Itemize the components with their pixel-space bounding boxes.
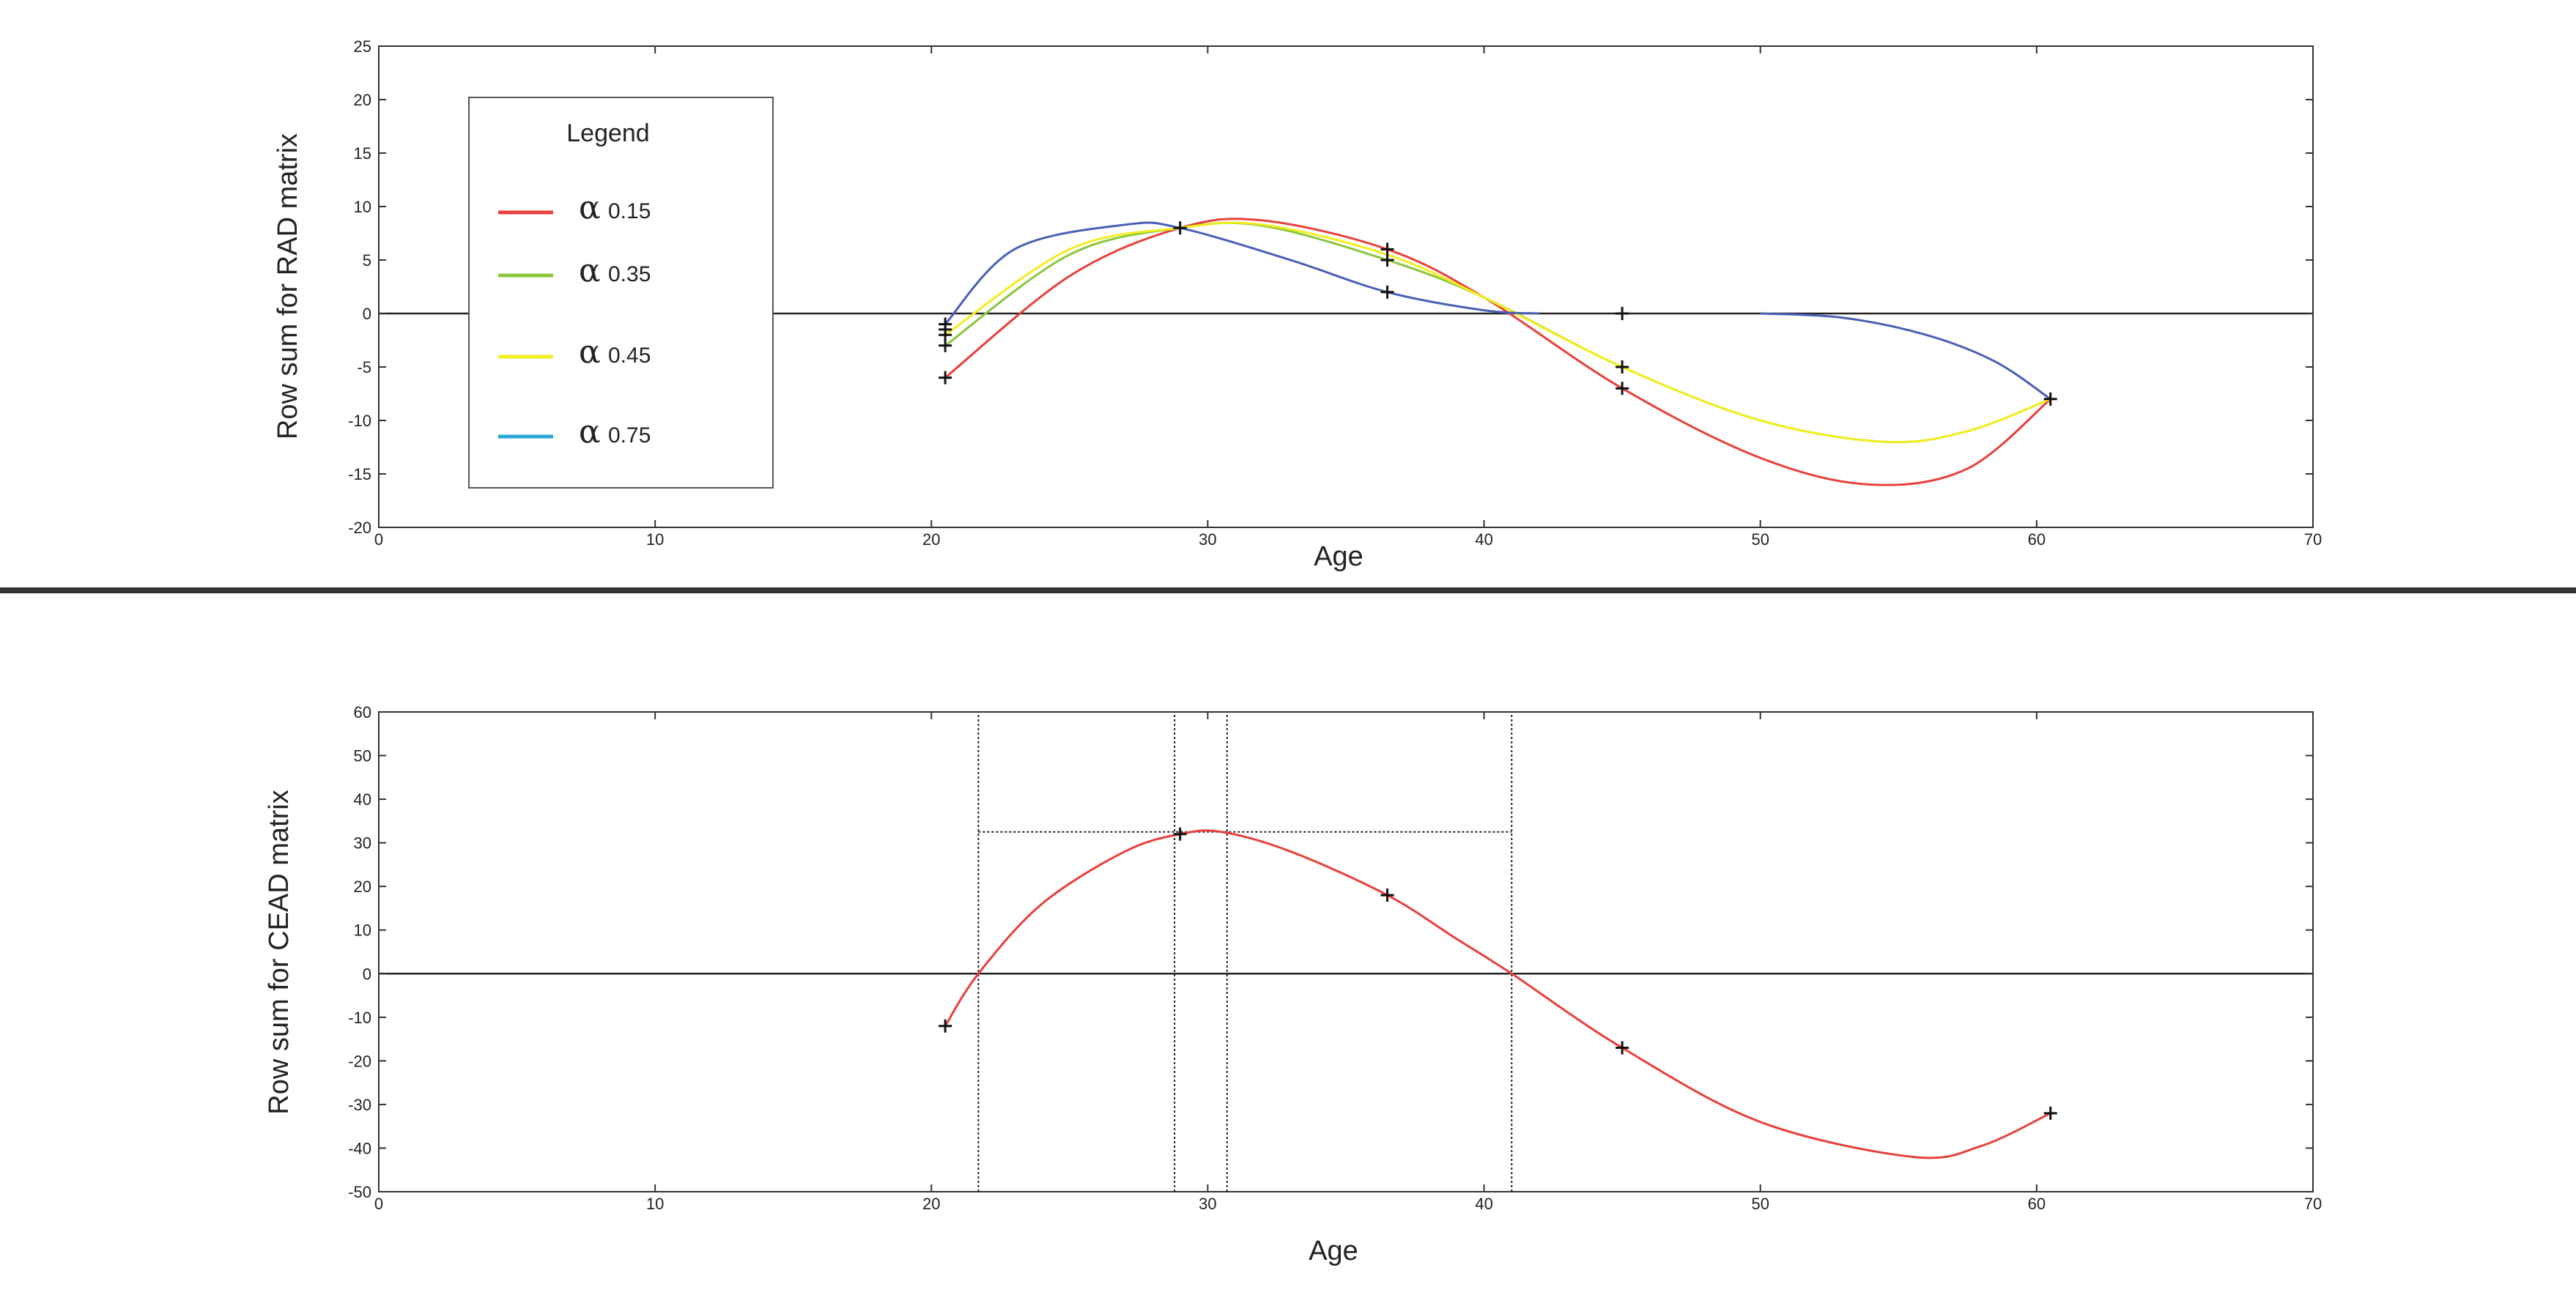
- data-point-marker: [1380, 253, 1394, 267]
- x-tick-label: 20: [922, 1195, 940, 1213]
- data-point-marker: [1615, 307, 1629, 320]
- x-tick-label: 20: [922, 530, 940, 549]
- x-tick-label: 0: [374, 1195, 383, 1213]
- rad-chart: 0 10 20 30 40 50 60 70 -20 -15 -10 -5 0 5 10 15 20 25 Age…: [273, 37, 2322, 572]
- legend-symbol-0: α: [579, 189, 601, 226]
- data-point-marker: [1380, 285, 1394, 299]
- cead-ticks: 0 10 20 30 40 50 60 70 -50 -40 -30 -20 -10 0 10 20 30 40 5…: [348, 703, 2322, 1213]
- y-tick-label: 40: [354, 790, 371, 809]
- y-tick-label: 60: [354, 703, 371, 721]
- series-line-0: [944, 218, 2051, 486]
- legend-label-3: 0.75: [608, 423, 651, 448]
- x-tick-label: 40: [1475, 530, 1492, 549]
- cead-series: [944, 829, 2051, 1159]
- y-tick-label: -50: [348, 1183, 371, 1201]
- x-tick-label: 0: [374, 530, 383, 549]
- cead-chart: 0 10 20 30 40 50 60 70 -50 -40 -30 -20 -10 0 10 20 30 40 5…: [264, 703, 2322, 1266]
- cead-plot-frame: [378, 711, 2314, 1192]
- x-tick-label: 10: [646, 1195, 664, 1213]
- x-tick-label: 70: [2304, 530, 2322, 549]
- rad-series: [944, 218, 2051, 486]
- series-line-2: [944, 221, 2051, 444]
- x-tick-label: 30: [1199, 1195, 1216, 1213]
- cead-y-axis-label: Row sum for CEAD matrix: [264, 790, 295, 1114]
- rad-markers: [939, 221, 2057, 406]
- y-tick-label: -10: [348, 1009, 371, 1027]
- data-point-marker: [2043, 392, 2057, 406]
- legend-label-2: 0.45: [608, 344, 651, 368]
- y-tick-label: 30: [354, 834, 371, 853]
- y-tick-label: -10: [348, 412, 371, 430]
- data-point-marker: [939, 1019, 952, 1033]
- y-tick-label: -30: [348, 1096, 371, 1114]
- legend-box: [468, 97, 774, 489]
- legend-label-0: 0.15: [608, 199, 651, 223]
- data-point-marker: [2043, 1106, 2057, 1120]
- y-tick-label: -15: [348, 465, 371, 483]
- y-tick-label: 0: [363, 305, 371, 323]
- x-tick-label: 40: [1475, 1195, 1492, 1213]
- data-point-marker: [939, 371, 952, 385]
- rad-ticks: 0 10 20 30 40 50 60 70 -20 -15 -10 -5 0 5 10 15 20 25: [348, 37, 2322, 549]
- rad-x-axis-label: Age: [1314, 541, 1363, 572]
- y-tick-label: 20: [354, 877, 371, 896]
- x-tick-label: 60: [2028, 1195, 2046, 1213]
- cead-reference-lines: [977, 712, 1513, 1192]
- x-tick-label: 30: [1199, 530, 1216, 549]
- data-point-marker: [1173, 827, 1187, 841]
- legend-title: Legend: [566, 119, 649, 147]
- x-tick-label: 70: [2304, 1195, 2322, 1213]
- data-point-marker: [939, 317, 952, 331]
- cead-markers: [939, 827, 2057, 1120]
- data-point-marker: [1615, 360, 1629, 374]
- series-line-4: [1760, 312, 2051, 401]
- rad-y-axis-label: Row sum for RAD matrix: [273, 133, 303, 439]
- x-tick-label: 10: [646, 530, 664, 549]
- y-tick-label: 20: [354, 91, 371, 109]
- series-line-3: [944, 221, 1540, 325]
- data-point-marker: [1615, 1041, 1629, 1055]
- legend-symbol-3: α: [579, 413, 601, 450]
- rad-plot-frame: [378, 45, 2314, 528]
- data-point-marker: [1173, 221, 1187, 235]
- y-tick-label: 0: [363, 965, 371, 983]
- data-point-marker: [1380, 888, 1394, 902]
- y-tick-label: 10: [354, 921, 371, 940]
- y-tick-label: -5: [357, 358, 371, 376]
- cead-x-axis-label: Age: [1309, 1236, 1358, 1266]
- data-point-marker: [1615, 382, 1629, 396]
- series-line-1: [944, 221, 2051, 444]
- y-tick-label: -40: [348, 1139, 371, 1157]
- y-tick-label: 5: [363, 251, 371, 270]
- series-line-0: [944, 829, 2051, 1159]
- y-tick-label: -20: [348, 1052, 371, 1070]
- legend-symbol-1: α: [579, 252, 601, 289]
- rad-legend: Legend α 0.15 α 0.35 α 0.45 α 0.75: [468, 97, 774, 489]
- x-tick-label: 50: [1751, 530, 1769, 549]
- y-tick-label: 25: [354, 37, 371, 56]
- y-tick-label: -20: [348, 519, 371, 537]
- x-tick-label: 50: [1751, 1195, 1769, 1213]
- y-tick-label: 10: [354, 198, 371, 216]
- y-tick-label: 50: [354, 747, 371, 765]
- legend-label-1: 0.35: [608, 262, 651, 286]
- legend-symbol-2: α: [579, 333, 601, 371]
- y-tick-label: 15: [354, 144, 371, 163]
- x-tick-label: 60: [2028, 530, 2046, 549]
